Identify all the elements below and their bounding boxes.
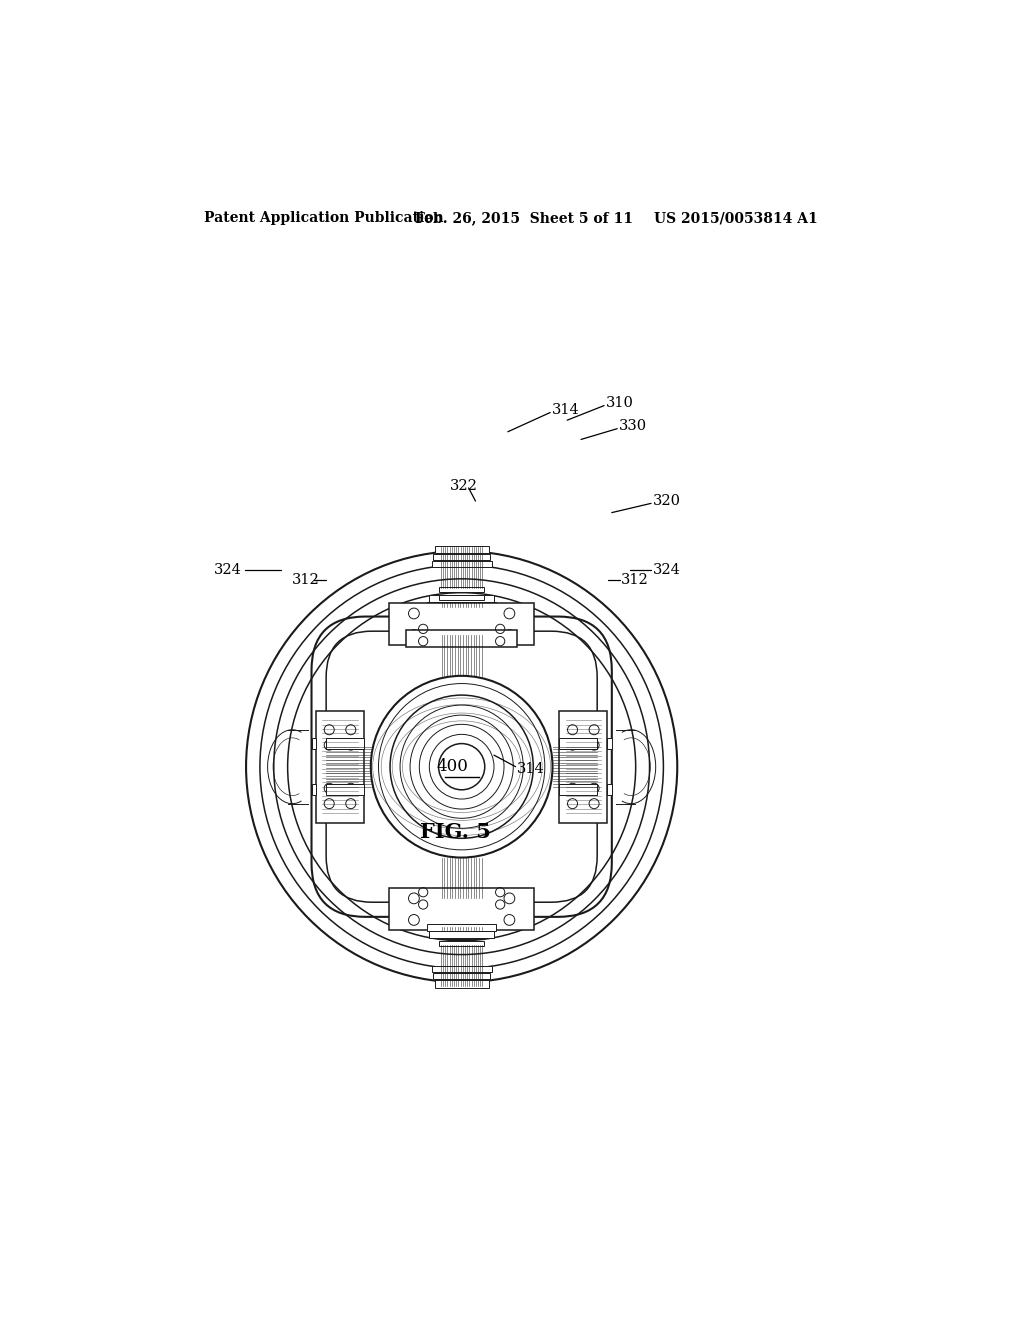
Bar — [439, 941, 484, 946]
Text: FIG. 5: FIG. 5 — [420, 822, 490, 842]
Text: US 2015/0053814 A1: US 2015/0053814 A1 — [654, 211, 818, 226]
Bar — [427, 602, 497, 610]
Bar — [326, 784, 364, 795]
Text: 312: 312 — [292, 573, 321, 587]
Bar — [429, 595, 494, 603]
Bar — [316, 711, 364, 822]
Bar — [433, 973, 490, 979]
Bar — [311, 738, 316, 748]
Text: 320: 320 — [652, 494, 681, 508]
Bar — [559, 738, 597, 748]
Bar — [439, 587, 484, 593]
Bar — [559, 711, 607, 822]
Bar — [607, 784, 611, 795]
Text: 314: 314 — [552, 403, 580, 417]
Bar — [435, 545, 488, 553]
Text: 314: 314 — [517, 762, 545, 776]
Bar — [432, 561, 492, 568]
Text: 324: 324 — [652, 564, 681, 577]
Text: 400: 400 — [436, 758, 468, 775]
Text: 324: 324 — [214, 564, 242, 577]
Bar — [433, 554, 490, 561]
Bar — [406, 631, 517, 647]
Bar — [439, 594, 484, 601]
Bar — [439, 933, 484, 939]
Text: Patent Application Publication: Patent Application Publication — [204, 211, 443, 226]
Bar — [429, 931, 494, 939]
Bar — [435, 979, 488, 987]
Text: Feb. 26, 2015  Sheet 5 of 11: Feb. 26, 2015 Sheet 5 of 11 — [416, 211, 634, 226]
Bar — [326, 738, 364, 748]
Text: 330: 330 — [618, 420, 647, 433]
Bar — [559, 784, 597, 795]
Text: 322: 322 — [451, 479, 478, 492]
Text: 312: 312 — [621, 573, 649, 587]
Bar — [607, 738, 611, 748]
Bar — [389, 888, 535, 929]
Bar — [389, 603, 535, 645]
Bar — [311, 784, 316, 795]
Bar — [432, 966, 492, 973]
Text: 310: 310 — [605, 396, 634, 411]
Bar — [427, 924, 497, 931]
